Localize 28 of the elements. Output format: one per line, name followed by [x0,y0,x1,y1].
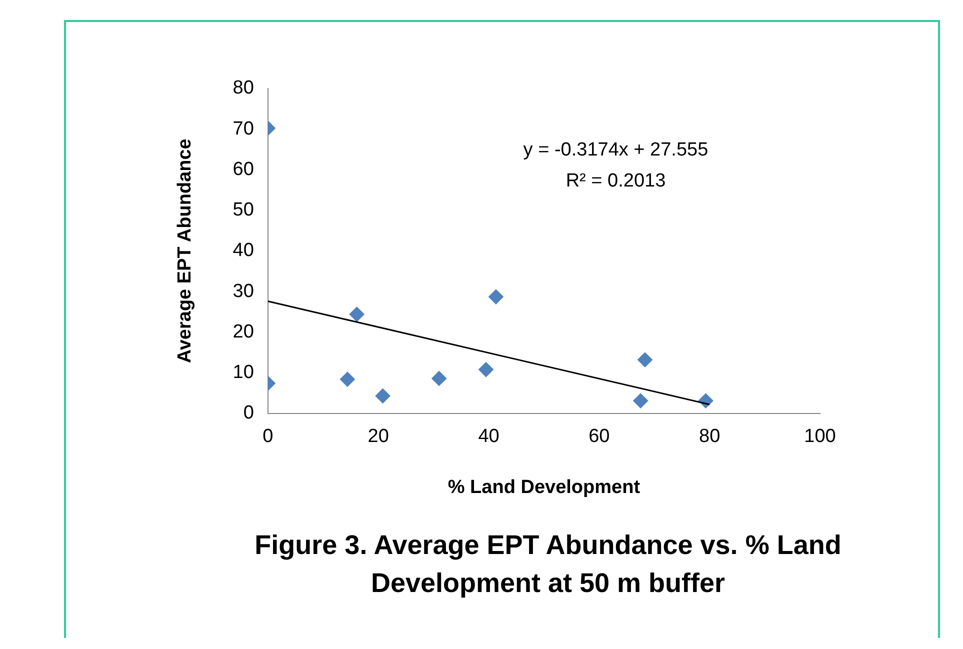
y-tick-label: 0 [243,402,254,424]
point [432,370,447,386]
x-tick-label: 20 [368,426,389,448]
x-axis-title: % Land Development [448,476,641,498]
point [478,362,494,378]
point [340,372,355,387]
x-tick-label: 0 [262,426,274,448]
y-tick-label: 30 [232,280,254,302]
point [633,393,648,408]
y-tick-label: 70 [232,118,254,140]
y-tick-label: 10 [232,362,254,384]
y-axis-title: Average EPT Abundance [174,138,196,364]
x-tick-label: 60 [588,426,610,448]
point [375,388,390,404]
x-tick-label: 40 [478,426,500,448]
x-tick-label: 80 [699,426,720,448]
point [488,289,504,304]
annotation: y = -0.3174x + 27.555 [523,140,708,161]
x-tick-label: 100 [804,426,836,448]
text: Figure 3. Average EPT Abundance vs. % Land Development at 50 m buffer [254,529,842,600]
y-tick-label: 50 [232,200,254,221]
point [349,306,364,322]
y-tick-label: 20 [232,321,254,342]
point [637,352,652,368]
y-tick-label: 80 [232,78,254,99]
y-tick-label: 60 [232,158,254,180]
y-tick-label: 40 [232,240,254,262]
annotation: R² = 0.2013 [566,170,666,192]
